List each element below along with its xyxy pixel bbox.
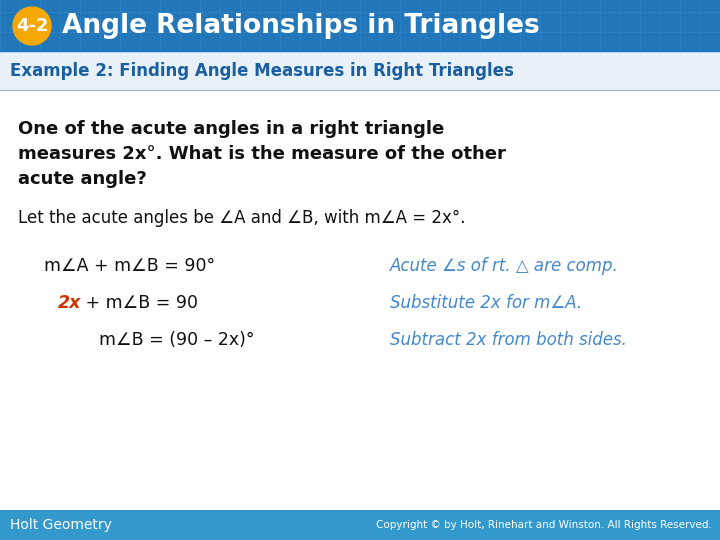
Text: Acute ∠s of rt. △ are comp.: Acute ∠s of rt. △ are comp.: [390, 257, 618, 275]
Text: Example 2: Finding Angle Measures in Right Triangles: Example 2: Finding Angle Measures in Rig…: [10, 62, 514, 80]
Bar: [0, 510, 720, 540]
Text: m∠A + m∠B = 90°: m∠A + m∠B = 90°: [44, 257, 215, 275]
Text: Substitute 2x for m∠A.: Substitute 2x for m∠A.: [390, 294, 582, 312]
Text: One of the acute angles in a right triangle: One of the acute angles in a right trian…: [18, 120, 444, 138]
Text: Subtract 2x from both sides.: Subtract 2x from both sides.: [390, 331, 627, 349]
Text: + m∠B = 90: + m∠B = 90: [80, 294, 198, 312]
Text: m∠B = (90 – 2x)°: m∠B = (90 – 2x)°: [99, 331, 254, 349]
Text: Let the acute angles be ∠A and ∠B, with m∠A = 2x°.: Let the acute angles be ∠A and ∠B, with …: [18, 209, 466, 227]
Text: 4-2: 4-2: [16, 17, 48, 35]
Text: acute angle?: acute angle?: [18, 170, 147, 188]
Text: measures 2x°. What is the measure of the other: measures 2x°. What is the measure of the…: [18, 145, 506, 163]
Text: 2x: 2x: [58, 294, 81, 312]
Circle shape: [13, 7, 51, 45]
Bar: [0, 52, 720, 90]
Text: Holt Geometry: Holt Geometry: [10, 518, 112, 532]
Bar: [0, 0, 720, 52]
Text: Copyright © by Holt, Rinehart and Winston. All Rights Reserved.: Copyright © by Holt, Rinehart and Winsto…: [376, 520, 712, 530]
Text: Angle Relationships in Triangles: Angle Relationships in Triangles: [62, 13, 540, 39]
